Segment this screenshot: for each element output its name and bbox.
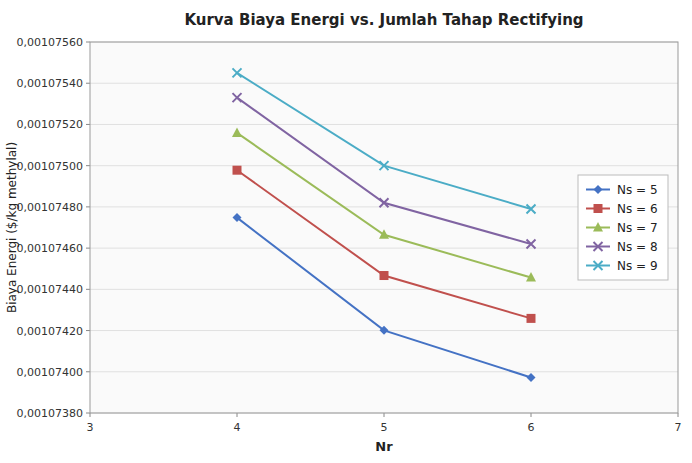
- legend: Ns = 5 Ns = 6 Ns = 7 Ns = 8 Ns = 9: [578, 175, 668, 280]
- tick-mark: [237, 413, 238, 417]
- tick-label: 0,00107480: [17, 201, 83, 214]
- legend-marker: [594, 242, 603, 251]
- tick-label: 3: [87, 421, 94, 434]
- tick-mark: [86, 289, 90, 290]
- legend-marker: [594, 261, 603, 270]
- grid-line: [90, 83, 678, 84]
- tick-mark: [86, 124, 90, 125]
- tick-label: 6: [528, 421, 535, 434]
- tick-label: 0,00107500: [17, 160, 83, 173]
- tick-label: 7: [675, 421, 682, 434]
- tick-label: 0,00107400: [17, 366, 83, 379]
- tick-mark: [90, 413, 91, 417]
- legend-box: [578, 175, 668, 280]
- series: [233, 68, 536, 213]
- data-point: [233, 166, 242, 175]
- series: [233, 213, 536, 382]
- plot-frame: [90, 42, 678, 413]
- series: [233, 93, 536, 248]
- data-point: [380, 198, 389, 207]
- legend-marker: [593, 222, 603, 232]
- data-point: [527, 239, 536, 248]
- data-point: [380, 271, 389, 280]
- data-point: [379, 229, 389, 239]
- legend-label: Ns = 5: [617, 183, 658, 197]
- tick-label: 0,00107540: [17, 77, 83, 90]
- title: Kurva Biaya Energi vs. Jumlah Tahap Rect…: [184, 11, 583, 29]
- data-point: [527, 204, 536, 213]
- tick-mark: [86, 248, 90, 249]
- legend-label: Ns = 7: [617, 221, 658, 235]
- data-point: [233, 93, 242, 102]
- y-axis-label: Biaya Energi ($/kg methylal): [5, 142, 19, 313]
- series-line: [237, 133, 531, 278]
- legend-label: Ns = 6: [617, 202, 658, 216]
- data-point: [380, 326, 389, 335]
- data-point: [380, 161, 389, 170]
- data-point: [233, 68, 242, 77]
- grid-line: [90, 124, 678, 125]
- x-axis-label: Nr: [375, 439, 393, 454]
- tick-mark: [86, 413, 90, 414]
- tick-mark: [86, 42, 90, 43]
- data-point: [526, 272, 536, 282]
- tick-mark: [531, 413, 532, 417]
- series-line: [237, 73, 531, 209]
- tick-label: 0,00107460: [17, 242, 83, 255]
- legend-label: Ns = 8: [617, 240, 658, 254]
- data-point: [527, 314, 536, 323]
- series-line: [237, 170, 531, 318]
- tick-label: 0,00107520: [17, 118, 83, 131]
- chart-container: 0,00107380 0,00107400 0,00107420 0,00107440…: [0, 0, 692, 463]
- chart: 0,00107380 0,00107400 0,00107420 0,00107440…: [0, 0, 692, 463]
- legend-label: Ns = 9: [617, 259, 658, 273]
- data-point: [527, 373, 536, 382]
- grid-line: [90, 371, 678, 372]
- legend-marker: [594, 185, 603, 194]
- tick-label: 0,00107380: [17, 407, 83, 420]
- series: [232, 127, 536, 281]
- tick-label: 0,00107420: [17, 325, 83, 338]
- tick-label: 5: [381, 421, 388, 434]
- tick-mark: [86, 206, 90, 207]
- data-point: [232, 127, 242, 137]
- tick-mark: [678, 413, 679, 417]
- data-point: [233, 213, 242, 222]
- data-area: [232, 68, 536, 382]
- tick-label: 0,00107440: [17, 283, 83, 296]
- tick-mark: [86, 371, 90, 372]
- tick-label: 0,00107560: [17, 36, 83, 49]
- plot-area: [90, 42, 678, 413]
- x-axis: 3 4 5 6 7: [87, 413, 682, 434]
- tick-label: 4: [234, 421, 241, 434]
- tick-mark: [86, 165, 90, 166]
- series-line: [237, 98, 531, 244]
- series: [233, 166, 536, 323]
- legend-marker: [594, 204, 603, 213]
- tick-mark: [86, 83, 90, 84]
- tick-mark: [384, 413, 385, 417]
- y-axis: 0,00107380 0,00107400 0,00107420 0,00107440…: [17, 36, 678, 420]
- tick-mark: [86, 330, 90, 331]
- grid-line: [90, 289, 678, 290]
- series-line: [237, 218, 531, 378]
